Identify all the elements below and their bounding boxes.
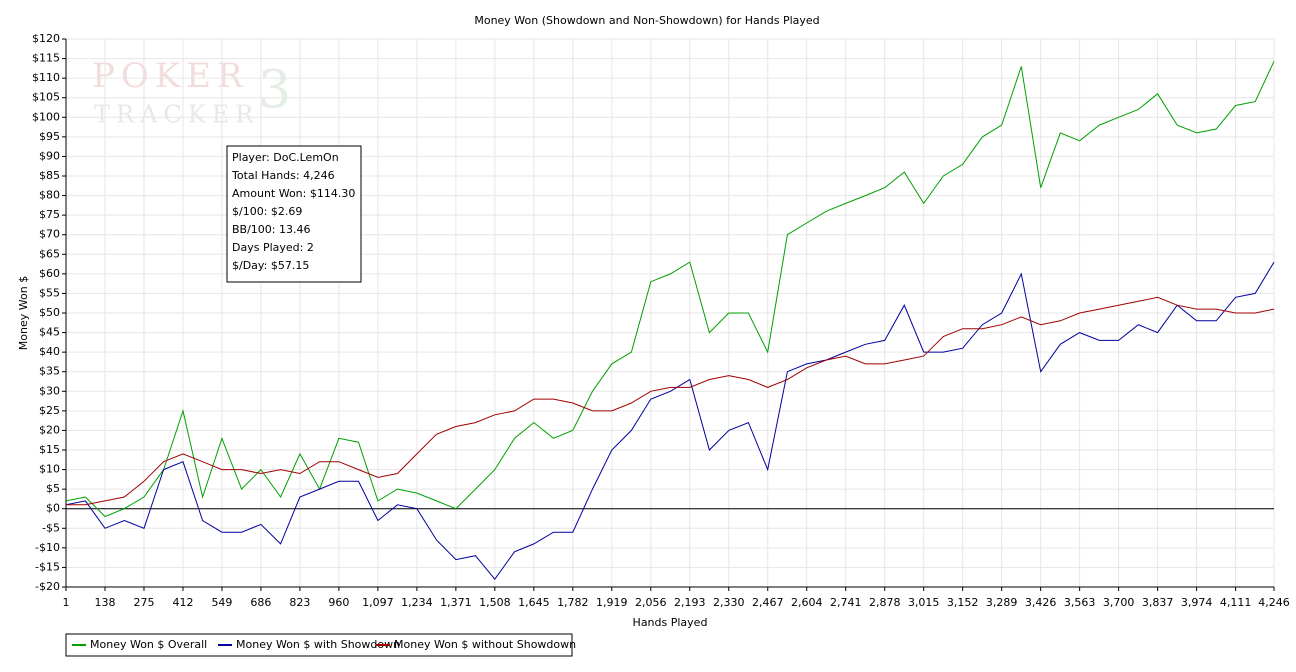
y-tick-label: $90 bbox=[39, 149, 60, 162]
y-tick-label: $5 bbox=[46, 482, 60, 495]
x-tick-label: 3,015 bbox=[908, 596, 940, 609]
y-tick-label: $95 bbox=[39, 130, 60, 143]
legend: Money Won $ Overall Money Won $ with Show… bbox=[65, 633, 576, 657]
x-tick-label: 2,604 bbox=[791, 596, 823, 609]
info-line: BB/100: 13.46 bbox=[232, 223, 311, 236]
x-tick-label: 1 bbox=[63, 596, 70, 609]
x-tick-label: 960 bbox=[328, 596, 349, 609]
y-tick-label: $10 bbox=[39, 463, 60, 476]
y-tick-label: $60 bbox=[39, 267, 60, 280]
x-tick-label: 4,246 bbox=[1258, 596, 1290, 609]
x-tick-label: 1,508 bbox=[479, 596, 511, 609]
legend-label: Money Won $ Overall bbox=[90, 638, 207, 651]
x-tick-label: 1,919 bbox=[596, 596, 628, 609]
x-tick-label: 3,563 bbox=[1064, 596, 1096, 609]
y-tick-label: -$15 bbox=[35, 560, 60, 573]
y-tick-label: $65 bbox=[39, 247, 60, 260]
y-tick-label: -$10 bbox=[35, 541, 60, 554]
x-tick-label: 2,193 bbox=[674, 596, 706, 609]
y-tick-label: $110 bbox=[32, 71, 60, 84]
x-tick-label: 1,645 bbox=[518, 596, 550, 609]
x-tick-label: 275 bbox=[133, 596, 154, 609]
y-tick-label: $115 bbox=[32, 52, 60, 65]
series-line bbox=[66, 296, 1275, 506]
series-line bbox=[65, 261, 1275, 581]
x-tick-label: 1,097 bbox=[362, 596, 394, 609]
y-tick-label: $100 bbox=[32, 110, 60, 123]
x-tick-label: 2,330 bbox=[713, 596, 745, 609]
watermark: POKER bbox=[92, 56, 249, 96]
y-tick-label: -$20 bbox=[35, 580, 60, 593]
y-axis-label: Money Won $ bbox=[17, 276, 30, 350]
info-box-frame bbox=[226, 145, 362, 283]
y-tick-label: $25 bbox=[39, 404, 60, 417]
info-line: $/Day: $57.15 bbox=[232, 259, 309, 272]
y-tick-label: $75 bbox=[39, 208, 60, 221]
x-axis-label: Hands Played bbox=[633, 616, 708, 629]
x-tick-label: 2,741 bbox=[830, 596, 862, 609]
x-tick-label: 138 bbox=[94, 596, 115, 609]
y-tick-label: $20 bbox=[39, 423, 60, 436]
y-tick-label: $70 bbox=[39, 228, 60, 241]
x-tick-label: 412 bbox=[172, 596, 193, 609]
y-tick-label: $45 bbox=[39, 326, 60, 339]
x-tick-label: 2,056 bbox=[635, 596, 667, 609]
legend-frame bbox=[65, 633, 573, 657]
y-tick-label: -$5 bbox=[42, 521, 60, 534]
x-tick-label: 1,234 bbox=[401, 596, 433, 609]
chart-title: Money Won (Showdown and Non-Showdown) fo… bbox=[474, 14, 819, 27]
x-tick-label: 1,782 bbox=[557, 596, 589, 609]
y-tick-label: $50 bbox=[39, 306, 60, 319]
x-tick-label: 3,974 bbox=[1181, 596, 1213, 609]
watermark: TRACKER bbox=[94, 101, 259, 129]
info-line: Amount Won: $114.30 bbox=[232, 187, 355, 200]
legend-label: Money Won $ without Showdown bbox=[394, 638, 576, 651]
info-box: Player: DoC.LemOn Total Hands: 4,246 Amoun… bbox=[226, 145, 362, 283]
info-line: $/100: $2.69 bbox=[232, 205, 302, 218]
y-tick-label: $15 bbox=[39, 443, 60, 456]
x-tick-label: 823 bbox=[289, 596, 310, 609]
x-tick-label: 3,152 bbox=[947, 596, 979, 609]
info-line: Player: DoC.LemOn bbox=[232, 151, 339, 164]
y-tick-label: $40 bbox=[39, 345, 60, 358]
y-tick-label: $55 bbox=[39, 286, 60, 299]
x-tick-label: 3,289 bbox=[986, 596, 1018, 609]
y-tick-label: $80 bbox=[39, 189, 60, 202]
y-tick-label: $105 bbox=[32, 91, 60, 104]
y-tick-label: $35 bbox=[39, 365, 60, 378]
y-tick-label: $85 bbox=[39, 169, 60, 182]
y-tick-label: $120 bbox=[32, 32, 60, 45]
info-line: Total Hands: 4,246 bbox=[231, 169, 335, 182]
x-tick-label: 3,426 bbox=[1025, 596, 1057, 609]
series-line bbox=[65, 61, 1275, 518]
x-tick-label: 549 bbox=[211, 596, 232, 609]
x-tick-label: 4,111 bbox=[1220, 596, 1252, 609]
legend-label: Money Won $ with Showdown bbox=[236, 638, 400, 651]
watermark: 3 bbox=[258, 61, 291, 121]
x-tick-label: 3,837 bbox=[1142, 596, 1174, 609]
x-tick-label: 2,878 bbox=[869, 596, 901, 609]
info-line: Days Played: 2 bbox=[232, 241, 314, 254]
y-tick-label: $30 bbox=[39, 384, 60, 397]
x-tick-label: 686 bbox=[250, 596, 271, 609]
y-tick-label: $0 bbox=[46, 502, 60, 515]
x-tick-label: 2,467 bbox=[752, 596, 784, 609]
x-tick-label: 3,700 bbox=[1103, 596, 1135, 609]
x-tick-label: 1,371 bbox=[440, 596, 472, 609]
